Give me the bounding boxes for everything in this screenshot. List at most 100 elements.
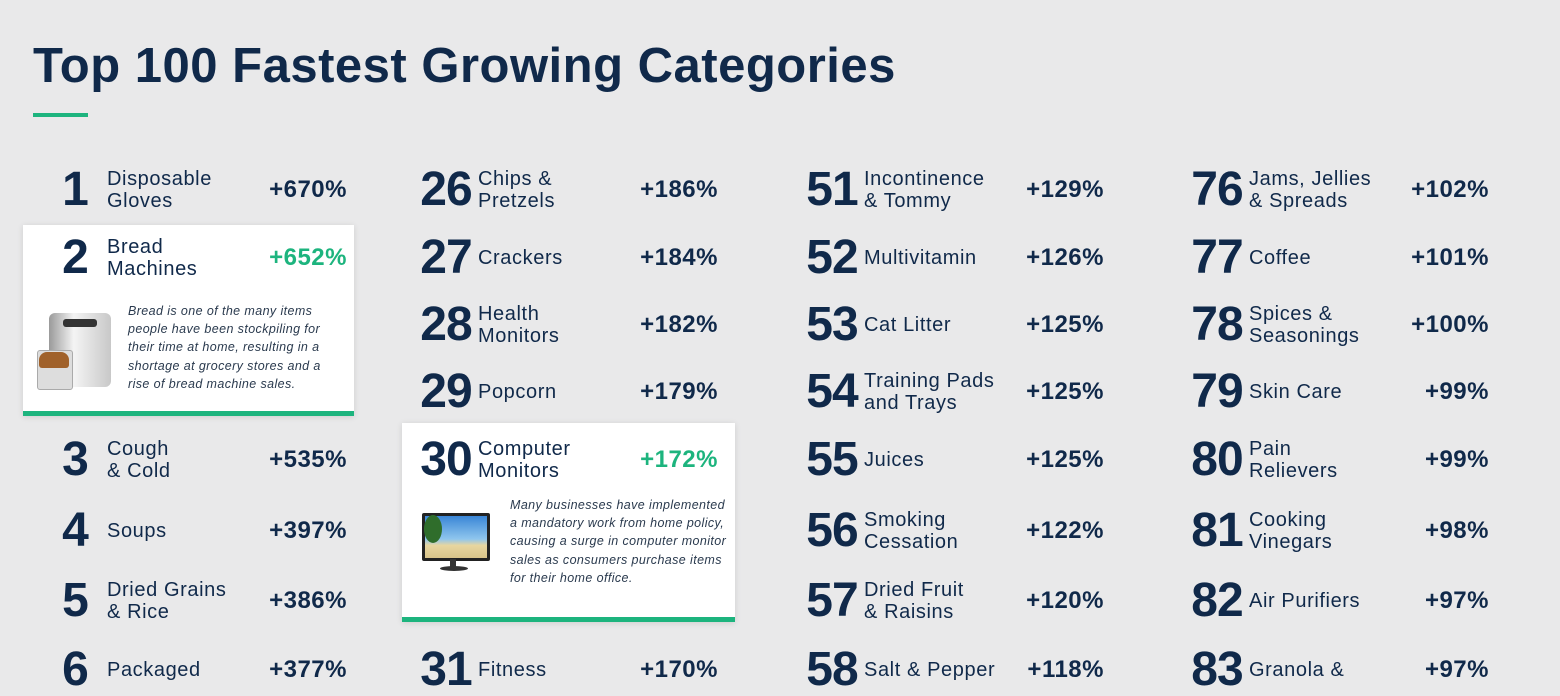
growth-percent: +186% — [640, 176, 718, 203]
rank-number: 31 — [420, 643, 472, 696]
category-label: Packaged — [107, 659, 201, 681]
rank-number: 27 — [420, 231, 472, 284]
category-label: Cat Litter — [864, 314, 952, 336]
category-label: Spices & Seasonings — [1249, 303, 1360, 347]
category-item: 76 Jams, Jellies & Spreads +102% — [1182, 165, 1489, 215]
growth-percent: +652% — [269, 244, 347, 271]
category-item: 29 Popcorn +179% — [411, 367, 718, 417]
rank-number: 6 — [62, 643, 89, 696]
growth-percent: +670% — [269, 176, 347, 203]
growth-percent: +377% — [269, 656, 347, 683]
category-label: Air Purifiers — [1249, 590, 1361, 612]
category-item: 31 Fitness +170% — [411, 645, 718, 695]
rank-number: 56 — [806, 504, 858, 557]
category-item: 78 Spices & Seasonings +100% — [1182, 300, 1489, 350]
category-label: Coffee — [1249, 247, 1312, 269]
category-label: Chips & Pretzels — [478, 168, 556, 212]
growth-percent: +129% — [1026, 176, 1104, 203]
category-item: 6 Packaged +377% — [40, 645, 347, 695]
callout-card-computer-monitors: Many businesses have implemented a manda… — [402, 423, 735, 622]
category-label: Popcorn — [478, 381, 557, 403]
rank-number: 26 — [420, 163, 472, 216]
category-label: Soups — [107, 520, 167, 542]
category-label: Smoking Cessation — [864, 509, 959, 553]
category-item: 3 Cough & Cold +535% — [40, 435, 347, 485]
category-label: Dried Grains & Rice — [107, 579, 227, 623]
category-item: 77 Coffee +101% — [1182, 233, 1489, 283]
growth-percent: +100% — [1411, 311, 1489, 338]
title-underline — [33, 113, 88, 117]
rank-number: 54 — [806, 365, 858, 418]
growth-percent: +125% — [1026, 446, 1104, 473]
category-label: Training Pads and Trays — [864, 370, 995, 414]
category-label: Multivitamin — [864, 247, 977, 269]
category-item: 58 Salt & Pepper +118% — [797, 645, 1104, 695]
category-label: Computer Monitors — [478, 438, 571, 482]
growth-percent: +184% — [640, 244, 718, 271]
rank-number: 51 — [806, 163, 858, 216]
rank-number: 30 — [420, 433, 472, 486]
growth-percent: +101% — [1411, 244, 1489, 271]
category-label: Bread Machines — [107, 236, 198, 280]
rank-number: 52 — [806, 231, 858, 284]
rank-number: 79 — [1191, 365, 1243, 418]
category-item: 56 Smoking Cessation +122% — [797, 506, 1104, 556]
category-label: Granola & — [1249, 659, 1345, 681]
rank-number: 80 — [1191, 433, 1243, 486]
growth-percent: +99% — [1424, 378, 1489, 405]
rank-number: 3 — [62, 433, 89, 486]
growth-percent: +122% — [1026, 517, 1104, 544]
rank-number: 29 — [420, 365, 472, 418]
category-item: 5 Dried Grains & Rice +386% — [40, 576, 347, 626]
growth-percent: +120% — [1026, 587, 1104, 614]
rank-number: 77 — [1191, 231, 1243, 284]
category-label: Salt & Pepper — [864, 659, 996, 681]
rank-number: 83 — [1191, 643, 1243, 696]
callout-card-bread-machines: Bread is one of the many items people ha… — [23, 225, 354, 416]
rank-number: 82 — [1191, 574, 1243, 627]
category-label: Dried Fruit & Raisins — [864, 579, 964, 623]
rank-number: 53 — [806, 298, 858, 351]
growth-percent: +182% — [640, 311, 718, 338]
rank-number: 57 — [806, 574, 858, 627]
growth-percent: +97% — [1424, 587, 1489, 614]
category-item: 27 Crackers +184% — [411, 233, 718, 283]
category-label: Skin Care — [1249, 381, 1343, 403]
callout-description: Bread is one of the many items people ha… — [128, 304, 321, 391]
category-item: 82 Air Purifiers +97% — [1182, 576, 1489, 626]
category-item: 51 Incontinence & Tommy +129% — [797, 165, 1104, 215]
growth-percent: +97% — [1424, 656, 1489, 683]
category-item: 83 Granola & +97% — [1182, 645, 1489, 695]
growth-percent: +397% — [269, 517, 347, 544]
rank-number: 2 — [62, 231, 89, 284]
rank-number: 28 — [420, 298, 472, 351]
growth-percent: +535% — [269, 446, 347, 473]
growth-percent: +179% — [640, 378, 718, 405]
rank-number: 4 — [62, 504, 89, 557]
growth-percent: +102% — [1411, 176, 1489, 203]
category-label: Health Monitors — [478, 303, 560, 347]
category-item: 81 Cooking Vinegars +98% — [1182, 506, 1489, 556]
category-item: 28 Health Monitors +182% — [411, 300, 718, 350]
category-item: 1 Disposable Gloves +670% — [40, 165, 347, 215]
category-item: 26 Chips & Pretzels +186% — [411, 165, 718, 215]
rank-number: 78 — [1191, 298, 1243, 351]
category-label: Incontinence & Tommy — [864, 168, 985, 212]
rank-number: 76 — [1191, 163, 1243, 216]
category-item: 30 Computer Monitors +172% — [411, 435, 718, 485]
category-label: Jams, Jellies & Spreads — [1249, 168, 1372, 212]
category-item: 80 Pain Relievers +99% — [1182, 435, 1489, 485]
category-item: 57 Dried Fruit & Raisins +120% — [797, 576, 1104, 626]
growth-percent: +99% — [1424, 446, 1489, 473]
rank-number: 81 — [1191, 504, 1243, 557]
category-label: Cooking Vinegars — [1249, 509, 1333, 553]
rank-number: 55 — [806, 433, 858, 486]
category-item: 53 Cat Litter +125% — [797, 300, 1104, 350]
growth-percent: +98% — [1424, 517, 1489, 544]
category-item: 55 Juices +125% — [797, 435, 1104, 485]
growth-percent: +118% — [1027, 656, 1104, 683]
rank-number: 5 — [62, 574, 89, 627]
category-label: Fitness — [478, 659, 547, 681]
category-label: Cough & Cold — [107, 438, 171, 482]
category-item: 79 Skin Care +99% — [1182, 367, 1489, 417]
